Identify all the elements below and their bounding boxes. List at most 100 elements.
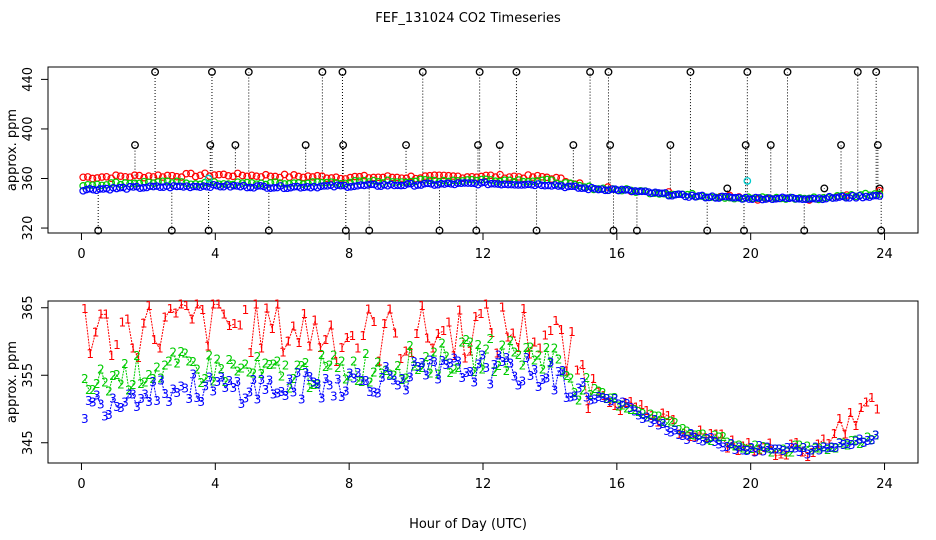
series2-segment [309, 384, 314, 389]
series2-segment [477, 344, 483, 370]
series3-point: 3 [386, 369, 394, 383]
x-tick-label: 4 [211, 247, 219, 262]
series3-segment [256, 379, 262, 400]
x-tick-label: 24 [876, 477, 893, 492]
series1-segment [566, 331, 573, 372]
series1-segment [555, 320, 562, 331]
series3-segment [489, 364, 495, 385]
series1-point [130, 171, 139, 180]
series2-segment [702, 434, 708, 440]
series2-point: 2 [483, 342, 491, 356]
series2-segment [791, 445, 796, 453]
series3-segment [586, 397, 592, 401]
series1-segment [303, 313, 311, 347]
series1-point [168, 171, 176, 180]
series1-segment [582, 364, 589, 410]
series3-segment [750, 447, 756, 453]
series2-segment [237, 368, 242, 372]
series2-segment [542, 347, 548, 370]
series1-point [351, 172, 359, 181]
series3-segment [116, 406, 122, 409]
series3-point [203, 182, 211, 191]
spike-point [604, 68, 613, 76]
series3-segment [160, 380, 166, 395]
series2-segment [493, 365, 499, 373]
series1-point: 1 [440, 324, 448, 338]
series2-point: 2 [278, 370, 286, 384]
y-tick-label: 345 [21, 430, 36, 455]
series3-point: 3 [446, 356, 454, 370]
series1-segment [255, 304, 262, 349]
series1-point: 1 [488, 326, 496, 340]
series1-point: 1 [493, 347, 501, 361]
series1-segment [432, 333, 439, 349]
series2-segment [317, 354, 323, 385]
series1-segment [164, 308, 171, 318]
series2-segment [803, 445, 808, 449]
y-tick-label: 440 [21, 67, 36, 92]
series3-segment [461, 372, 467, 379]
series1-point [191, 172, 200, 181]
series2-segment [722, 436, 728, 443]
series1-point: 1 [595, 385, 603, 399]
series2-segment [417, 367, 423, 371]
series1-point: 1 [868, 391, 876, 405]
series2-segment [538, 355, 544, 370]
series1-segment [277, 304, 284, 353]
series1-segment [560, 329, 568, 372]
series1-point: 1 [536, 341, 544, 355]
series2-segment [658, 416, 664, 423]
series2-segment [429, 352, 435, 374]
series3-point [865, 193, 874, 201]
series3-segment [381, 366, 387, 379]
series3-segment [694, 437, 700, 441]
series3-point: 3 [619, 395, 627, 409]
series2-point: 2 [246, 365, 254, 379]
series1-point: 1 [820, 432, 828, 446]
series2-segment [634, 409, 640, 413]
series3-segment [188, 374, 194, 399]
series1-segment [694, 430, 701, 438]
series3-point [477, 178, 486, 187]
series3-segment [658, 423, 664, 426]
x-tick-label: 4 [211, 477, 219, 492]
bottom-ylabel: approx. ppm [5, 341, 20, 423]
series2-segment [670, 420, 676, 424]
series3-segment [337, 379, 343, 398]
series2-segment [120, 363, 126, 385]
series3-segment [863, 440, 869, 444]
series2-segment [160, 365, 166, 379]
series2-point: 2 [663, 416, 671, 430]
series3-segment [718, 444, 724, 448]
series2-segment [409, 346, 415, 367]
series1-point [304, 172, 312, 180]
spike-point [666, 141, 675, 149]
series1-segment [421, 305, 428, 339]
series2-segment [638, 411, 644, 415]
series3-segment [855, 439, 860, 442]
series3-segment [666, 430, 672, 433]
series3-segment [690, 433, 696, 439]
series3-segment [730, 443, 736, 451]
series3-segment [630, 407, 636, 412]
series1-point [215, 170, 223, 179]
series2-segment [574, 392, 580, 401]
series1-segment [711, 433, 717, 435]
series3-segment [353, 372, 359, 379]
series3-segment [321, 379, 327, 399]
series2-segment [843, 442, 848, 447]
y-tick-label: 355 [21, 363, 36, 388]
series1-point: 1 [541, 329, 549, 343]
series3-segment [642, 417, 648, 420]
series3-point [875, 192, 884, 200]
series3-segment [602, 397, 607, 400]
series3-segment [473, 364, 479, 383]
series1-segment [523, 308, 530, 355]
series3-point [758, 195, 767, 204]
series1-point: 1 [643, 404, 651, 418]
series1-point [308, 173, 317, 181]
series3-segment [228, 380, 234, 389]
series2-segment [116, 374, 122, 385]
series1-segment [202, 310, 209, 347]
series1-point [369, 173, 378, 182]
